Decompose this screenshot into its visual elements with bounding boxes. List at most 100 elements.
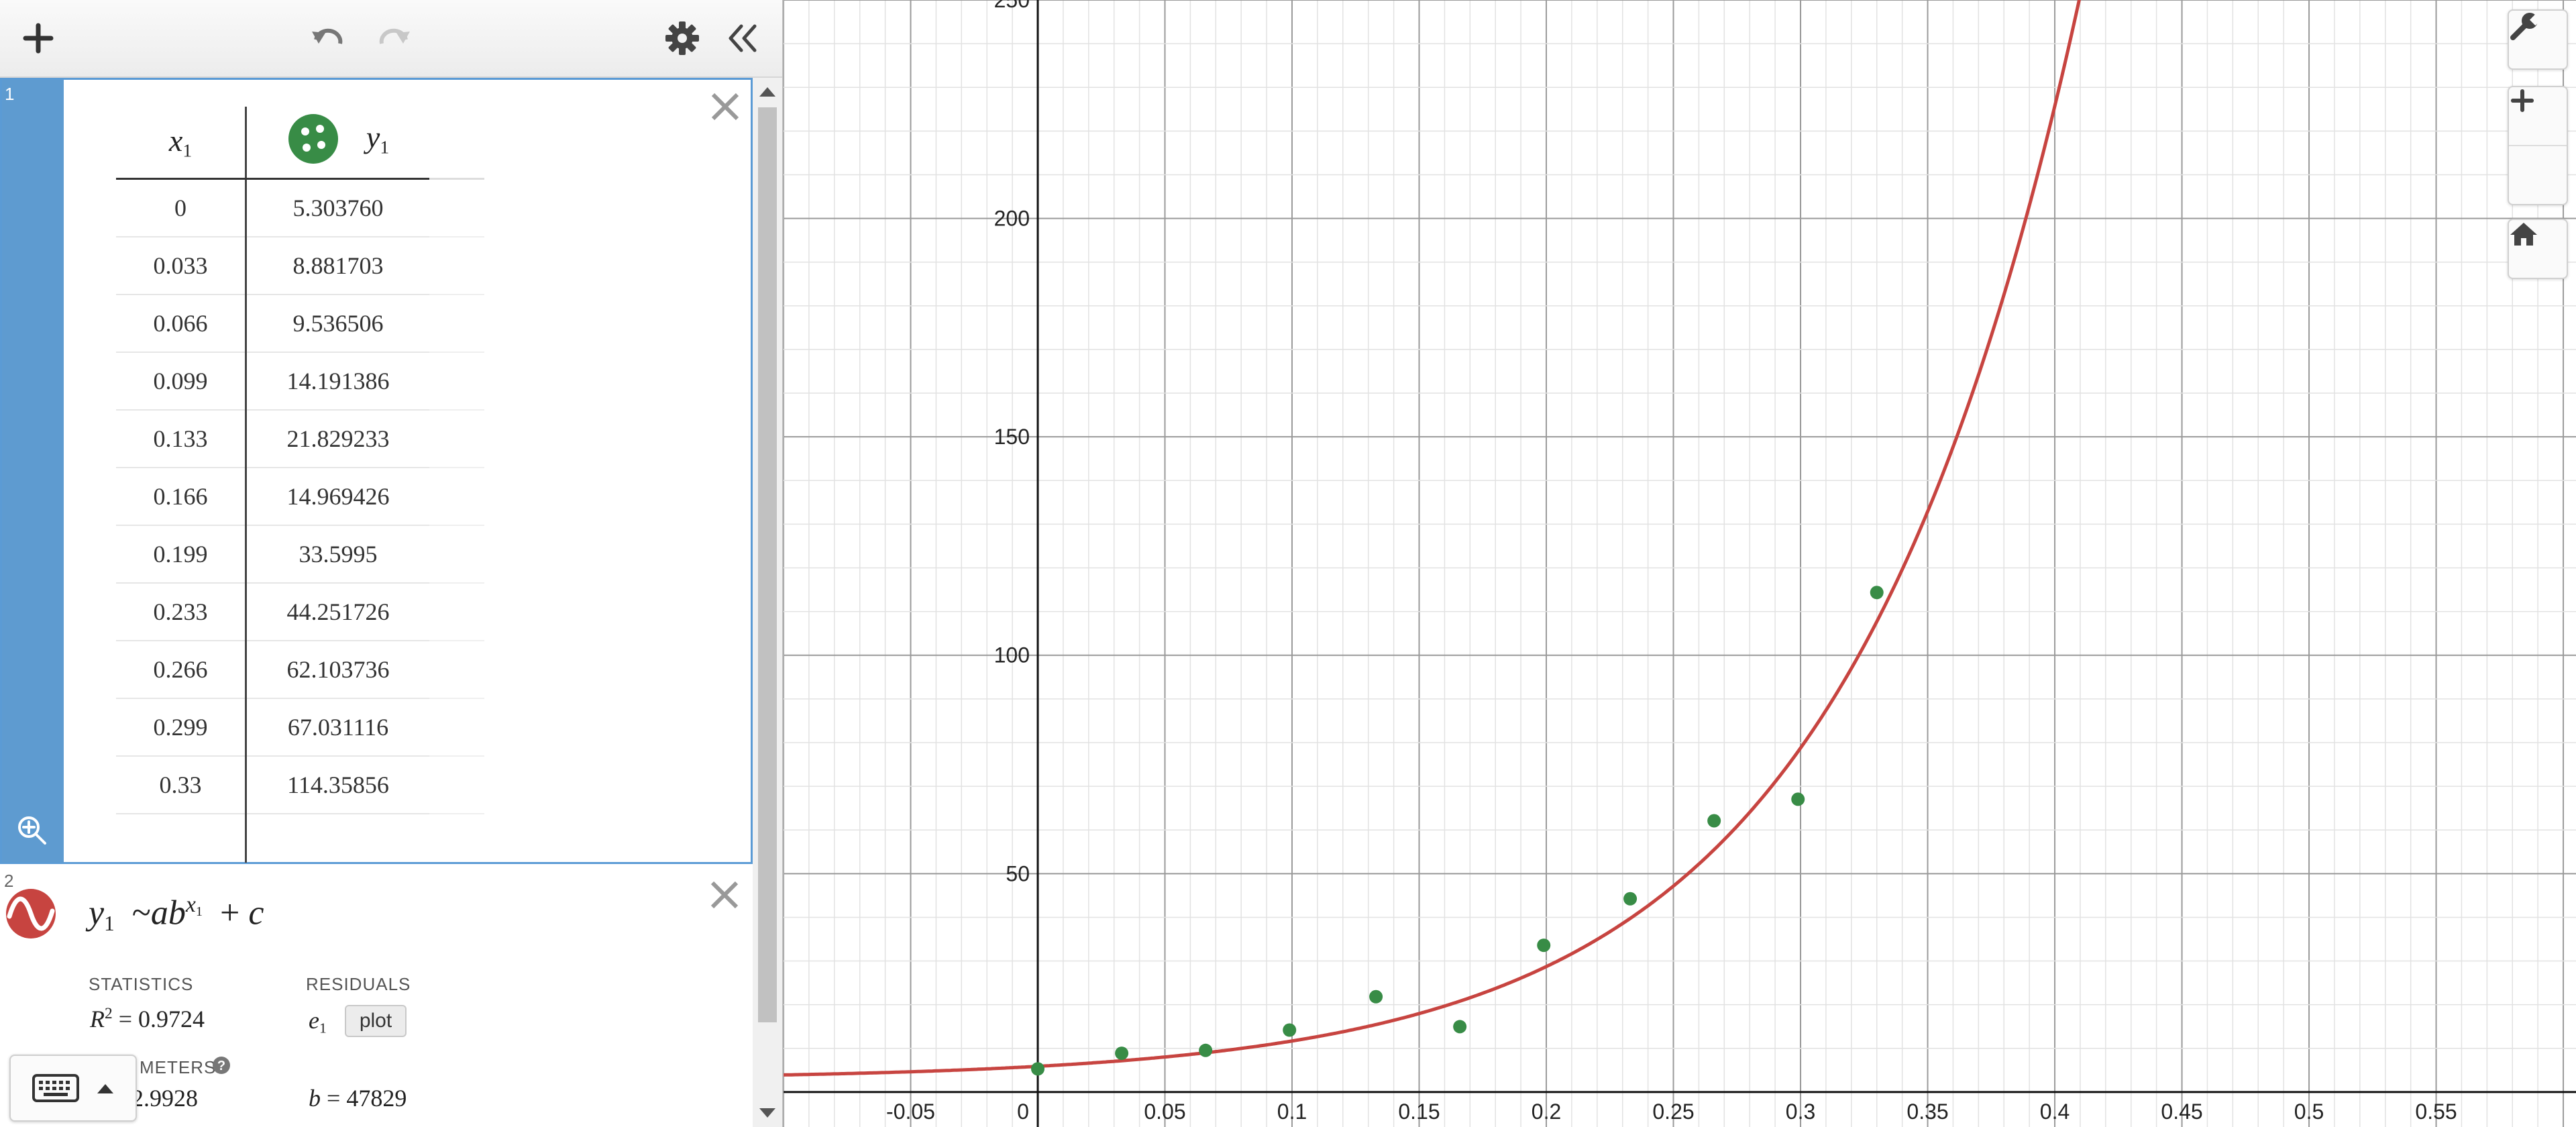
- table-row: 0.099 14.191386: [116, 352, 484, 411]
- scroll-thumb[interactable]: [758, 107, 777, 1022]
- table-cell-x[interactable]: 0.066: [116, 294, 247, 353]
- table-cell-y[interactable]: 14.969426: [246, 468, 429, 526]
- data-point[interactable]: [1537, 938, 1551, 953]
- plot-residuals-button[interactable]: plot: [345, 1005, 407, 1037]
- table-cell-x[interactable]: 0.233: [116, 583, 247, 641]
- table-cell-empty[interactable]: [429, 525, 484, 584]
- table-cell-empty[interactable]: [429, 410, 484, 468]
- gear-icon: [665, 21, 699, 55]
- table-expression[interactable]: 1 x1: [0, 78, 753, 864]
- graph-settings-button[interactable]: [2508, 9, 2568, 70]
- scroll-up-arrow[interactable]: [759, 87, 775, 97]
- x-tick-label: 0.4: [2040, 1099, 2070, 1124]
- undo-button[interactable]: [307, 15, 354, 62]
- table-cell-y[interactable]: 5.303760: [246, 178, 429, 237]
- x-tick-label: 0.3: [1786, 1099, 1815, 1124]
- table-cell-x[interactable]: 0.199: [116, 525, 247, 584]
- table-row: 0.033 8.881703: [116, 237, 484, 295]
- table-cell-y[interactable]: 67.031116: [246, 698, 429, 757]
- table-row: 0.233 44.251726: [116, 583, 484, 641]
- table-cell-x[interactable]: 0.033: [116, 237, 247, 295]
- regression-formula[interactable]: y1 ~abx1 + c: [89, 892, 264, 935]
- help-icon[interactable]: ?: [212, 1056, 231, 1075]
- scroll-down-arrow[interactable]: [759, 1108, 775, 1118]
- table-row-empty[interactable]: [116, 814, 484, 863]
- data-point[interactable]: [1369, 989, 1383, 1004]
- table-cell-y[interactable]: 114.35856: [246, 756, 429, 814]
- zoom-fit-icon[interactable]: [15, 814, 49, 847]
- table-row: 0.199 33.5995: [116, 525, 484, 584]
- table-cell-y[interactable]: 8.881703: [246, 237, 429, 295]
- table-cell-y[interactable]: 62.103736: [246, 641, 429, 699]
- table-cell-x[interactable]: 0.266: [116, 641, 247, 699]
- close-icon[interactable]: [706, 876, 743, 914]
- data-point[interactable]: [1283, 1023, 1297, 1037]
- expression-number: 1: [5, 84, 15, 104]
- regression-curve[interactable]: [784, 0, 2086, 1077]
- data-point[interactable]: [1115, 1046, 1129, 1061]
- table-cell-x[interactable]: 0.33: [116, 756, 247, 814]
- data-table: x1 y1: [116, 107, 484, 863]
- table-cell-empty[interactable]: [429, 352, 484, 411]
- add-expression-button[interactable]: [15, 15, 62, 62]
- data-point[interactable]: [1031, 1062, 1045, 1076]
- table-cell-empty[interactable]: [429, 237, 484, 295]
- expression-number: 2: [4, 871, 14, 891]
- table-cell-empty[interactable]: [429, 294, 484, 353]
- data-point[interactable]: [1453, 1020, 1467, 1034]
- graph-canvas[interactable]: -0.05 0 0.05 0.1 0.15 0.2 0.25 0.3 0.35 0.4 0.45 0.…: [784, 0, 2576, 1127]
- scrollbar[interactable]: [753, 78, 782, 1127]
- close-icon[interactable]: [706, 88, 744, 125]
- keyboard-toggle-button[interactable]: [9, 1055, 137, 1122]
- x-tick-label: 0.45: [2161, 1099, 2202, 1124]
- table-cell-empty[interactable]: [429, 698, 484, 757]
- y-tick-label: 150: [994, 425, 1030, 449]
- table-cell-x[interactable]: 0: [116, 178, 247, 237]
- point-style-icon[interactable]: [287, 113, 339, 165]
- minus-icon: [2511, 99, 2534, 103]
- collapse-list-button[interactable]: [719, 15, 766, 62]
- regression-expression[interactable]: 2 y1 ~abx1 + c STATISTICS RESIDUALS R2 =…: [0, 864, 753, 1127]
- table-header-row: x1 y1: [116, 107, 484, 180]
- expression-gutter: 1: [2, 80, 64, 862]
- table-cell-x[interactable]: 0.099: [116, 352, 247, 411]
- statistics-heading: STATISTICS: [89, 974, 194, 994]
- table-cell-y[interactable]: 14.191386: [246, 352, 429, 411]
- data-point[interactable]: [1791, 792, 1805, 806]
- table-cell-y[interactable]: 33.5995: [246, 525, 429, 584]
- x-tick-label: 0.55: [2415, 1099, 2457, 1124]
- default-viewport-button[interactable]: [2508, 219, 2568, 279]
- x-tick-label: -0.05: [886, 1099, 935, 1124]
- expression-list-panel: 1 x1: [0, 0, 784, 1127]
- column-header-y[interactable]: y1: [246, 107, 429, 180]
- y-tick-label: 250: [994, 0, 1030, 12]
- data-point[interactable]: [1707, 814, 1721, 828]
- parameter-a-value: 2.9928: [131, 1085, 198, 1112]
- y-tick-label: 100: [994, 643, 1030, 667]
- table-cell-x[interactable]: 0.166: [116, 468, 247, 526]
- data-point[interactable]: [1199, 1043, 1213, 1057]
- table-row: 0.133 21.829233: [116, 410, 484, 468]
- table-cell-x[interactable]: 0.133: [116, 410, 247, 468]
- column-header-x[interactable]: x1: [116, 107, 247, 180]
- table-cell-y[interactable]: 44.251726: [246, 583, 429, 641]
- table-cell-x[interactable]: 0.299: [116, 698, 247, 757]
- table-row: 0.066 9.536506: [116, 294, 484, 353]
- table-cell-empty[interactable]: [429, 468, 484, 526]
- settings-button[interactable]: [659, 15, 706, 62]
- zoom-out-button[interactable]: [2509, 99, 2567, 204]
- table-cell-empty[interactable]: [429, 178, 484, 237]
- redo-button[interactable]: [368, 15, 415, 62]
- double-chevron-left-icon: [729, 24, 757, 52]
- table-cell-empty[interactable]: [429, 583, 484, 641]
- x-tick-label: 0.25: [1652, 1099, 1694, 1124]
- graph-paper[interactable]: -0.05 0 0.05 0.1 0.15 0.2 0.25 0.3 0.35 0.4 0.45 0.…: [784, 0, 2576, 1127]
- table-cell-empty[interactable]: [429, 756, 484, 814]
- y-tick-label: 50: [1006, 861, 1030, 885]
- data-point[interactable]: [1870, 586, 1884, 600]
- data-point[interactable]: [1623, 892, 1638, 906]
- table-cell-y[interactable]: 21.829233: [246, 410, 429, 468]
- wrench-icon: [2510, 12, 2540, 40]
- table-cell-y[interactable]: 9.536506: [246, 294, 429, 353]
- table-cell-empty[interactable]: [429, 641, 484, 699]
